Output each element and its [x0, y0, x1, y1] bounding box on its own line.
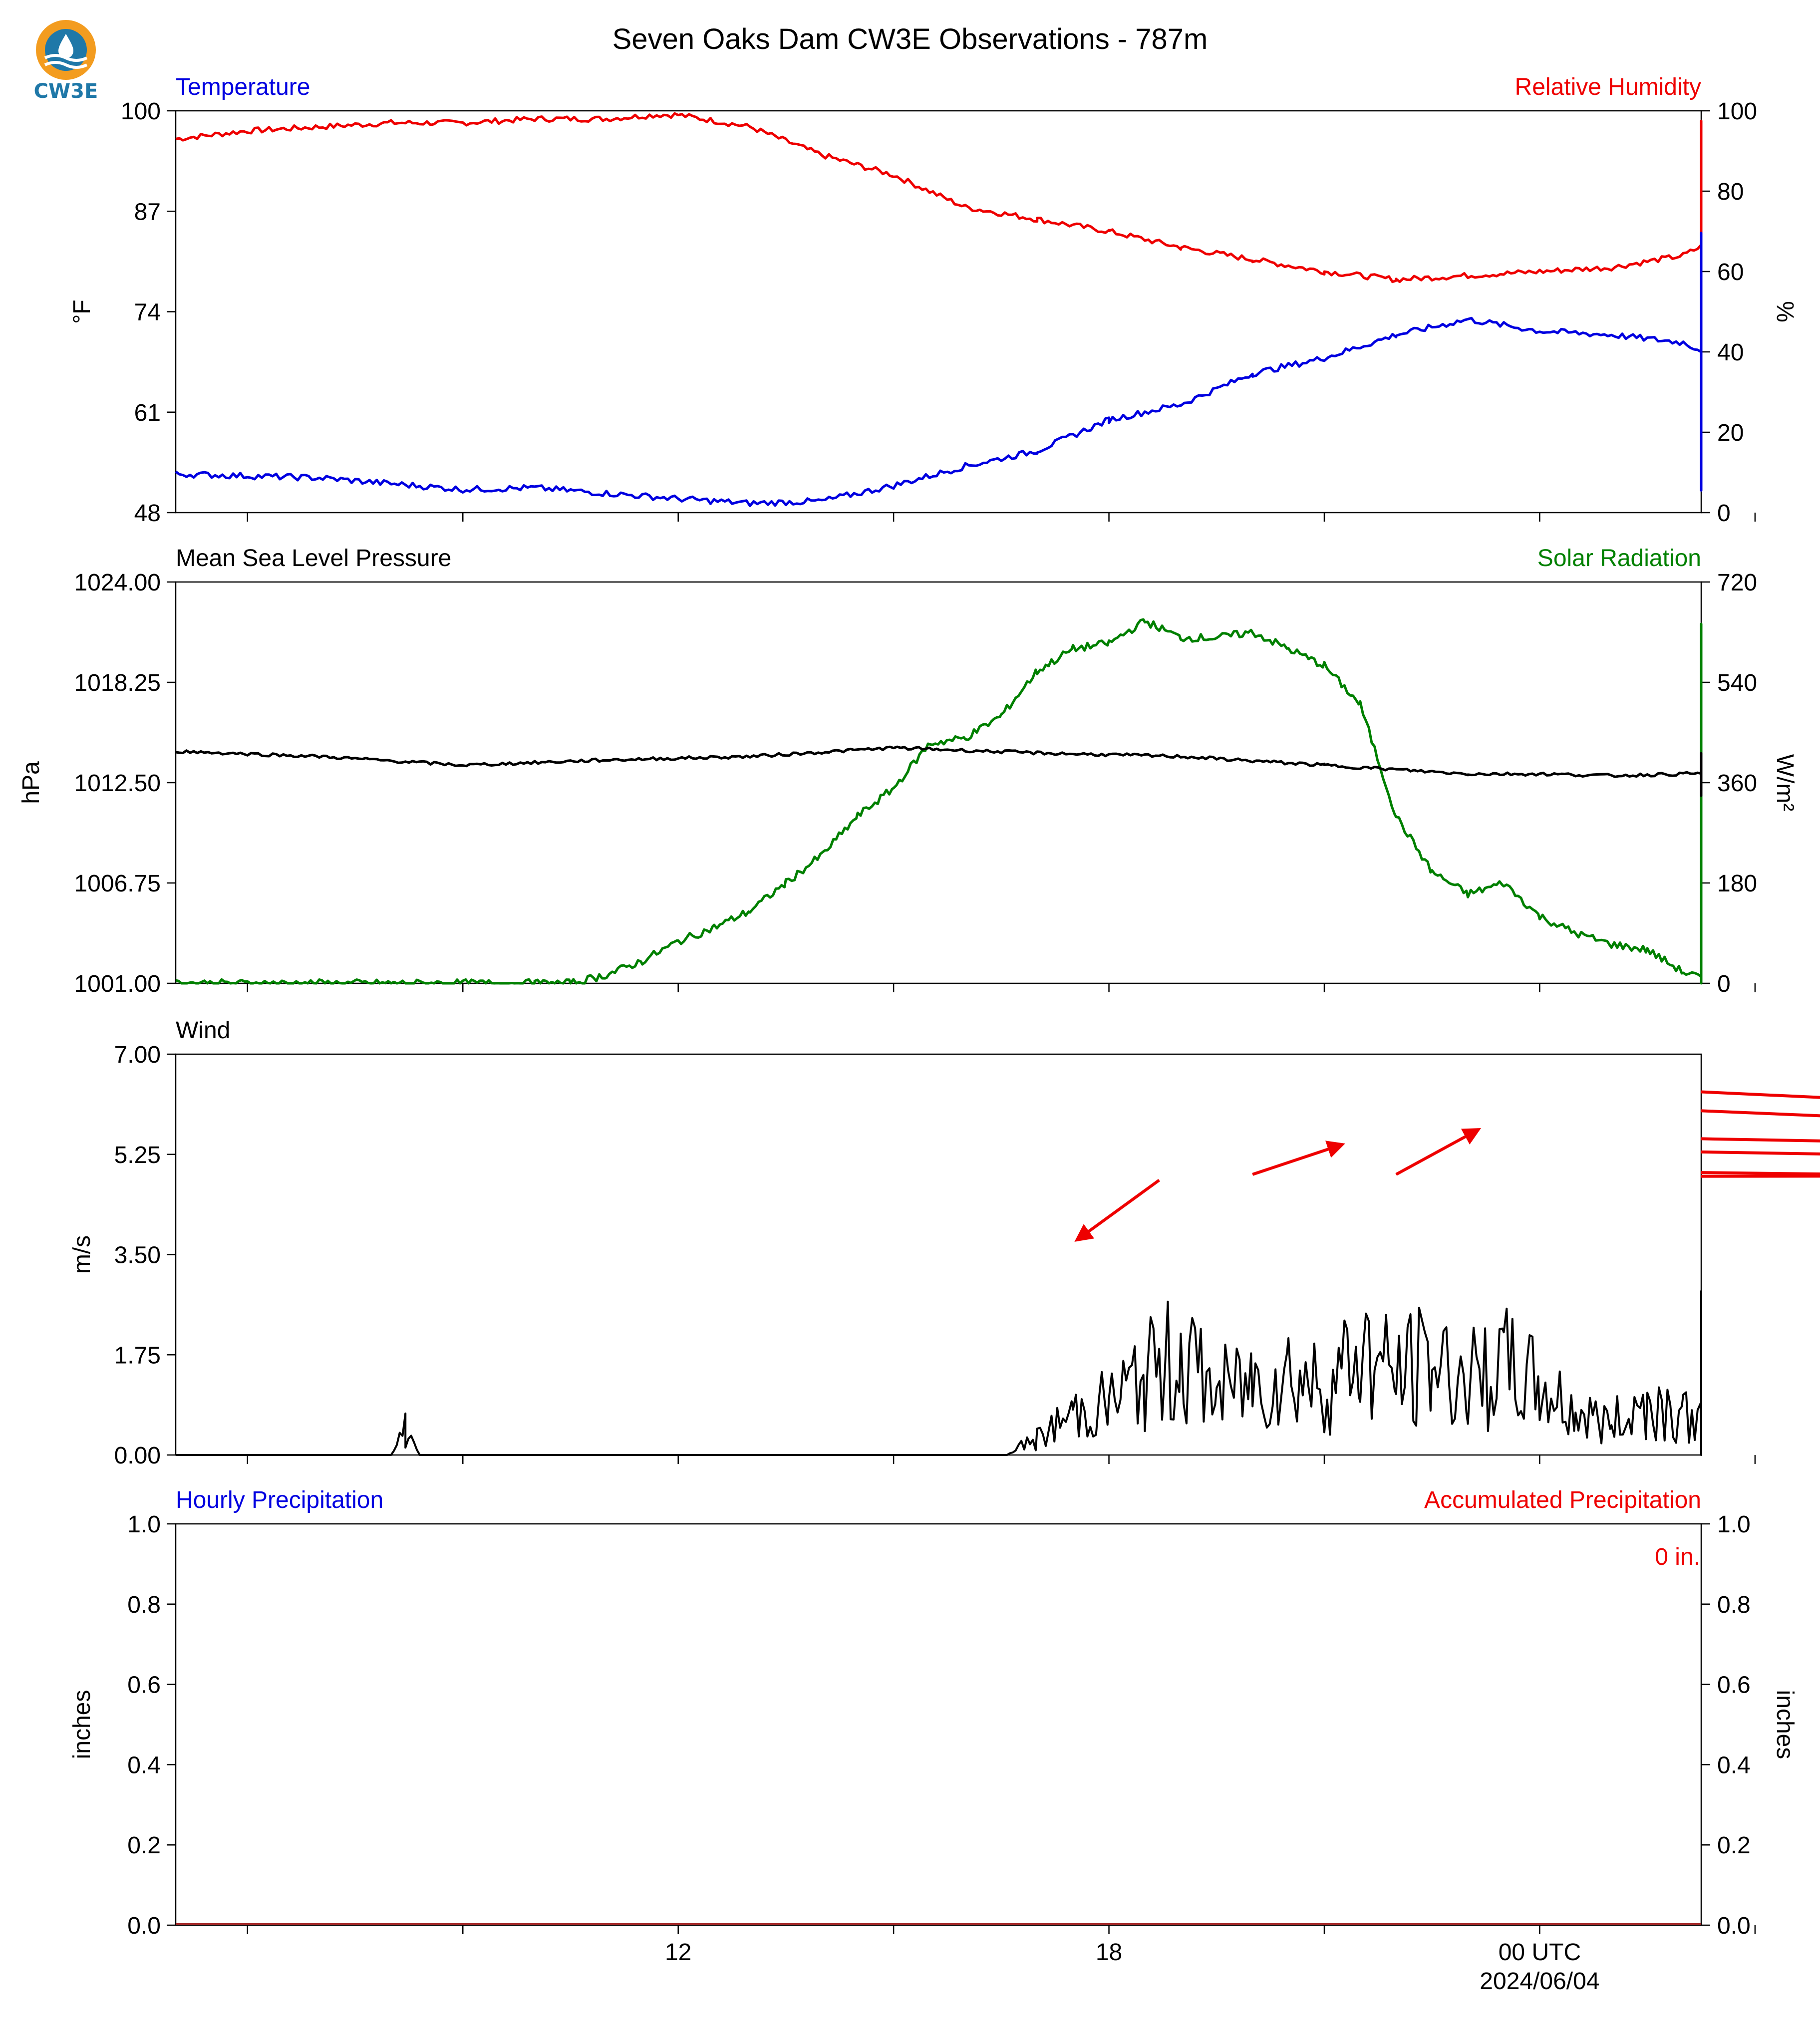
panel-frame [175, 1523, 1702, 1926]
panel-2: Mean Sea Level Pressure Solar Radiation 10… [18, 545, 1798, 997]
y-tick-label-left: 0.6 [127, 1672, 161, 1699]
y-tick-label-left: 0.8 [127, 1592, 161, 1618]
y-tick-label-right: 360 [1717, 770, 1757, 797]
y-tick-label-right: 180 [1717, 870, 1757, 897]
y-tick-label-right: 540 [1717, 670, 1757, 696]
y-tick-label-left: 0.2 [127, 1832, 161, 1859]
panel-1: Temperature Relative Humidity 48 61 74 87 100 0… [69, 74, 1798, 527]
y-axis-label-left: °F [69, 299, 95, 324]
y-axis-label-right: W/m² [1772, 754, 1798, 812]
y-tick-label-right: 720 [1717, 570, 1757, 596]
x-tick-label: 12 [665, 1939, 691, 1966]
panel-frame [175, 1053, 1702, 1456]
y-axis-label-left: hPa [18, 761, 44, 804]
wind-vector-arrow [1701, 1150, 1820, 1156]
y-axis-label-left: inches [69, 1690, 95, 1759]
wind-vector-arrow [1701, 1171, 1820, 1176]
y-tick-label-left: 74 [134, 299, 161, 326]
panels: Temperature Relative Humidity 48 61 74 87 100 0… [18, 74, 1820, 1939]
y-tick-label-right: 1.0 [1717, 1511, 1751, 1538]
y-tick-label-left: 100 [121, 98, 161, 125]
y-tick-label-left: 1.75 [114, 1342, 161, 1369]
y-tick-label-left: 1001.00 [74, 971, 161, 997]
y-tick-label-left: 61 [134, 400, 161, 426]
y-tick-label-right: 40 [1717, 339, 1744, 366]
cw3e-logo [26, 15, 106, 105]
y-tick-label-left: 5.25 [114, 1142, 161, 1168]
temperature-line [175, 232, 1703, 508]
wind-vector-arrow [1395, 1128, 1482, 1176]
y-tick-label-right: 0.0 [1717, 1913, 1751, 1939]
y-tick-label-right: 0.8 [1717, 1592, 1751, 1618]
panel-title-right: Solar Radiation [1537, 545, 1701, 572]
y-tick-label-right: 0.4 [1717, 1752, 1751, 1778]
panel-title-left: Temperature [176, 74, 310, 100]
y-tick-label-left: 1006.75 [74, 870, 161, 897]
panel-4: Hourly Precipitation Accumulated Precipit… [69, 1487, 1798, 1939]
panel-3: Wind 0.00 1.75 3.50 5.25 7.00 m/s [69, 1017, 1756, 1469]
relative-humidity-line [175, 112, 1703, 332]
logo-icon [36, 20, 96, 80]
y-tick-label-right: 0 [1717, 500, 1731, 527]
wind-speed-line [176, 1290, 1702, 1456]
y-tick-label-right: 80 [1717, 179, 1744, 205]
y-tick-label-left: 1018.25 [74, 670, 161, 696]
x-tick-date-label: 2024/06/04 [1480, 1968, 1599, 1995]
panel-title-left: Hourly Precipitation [176, 1487, 383, 1513]
y-tick-label-right: 0 [1717, 971, 1731, 997]
panel-frame [175, 110, 1702, 514]
panel-title-left: Mean Sea Level Pressure [176, 545, 451, 572]
x-tick-label: 18 [1096, 1939, 1122, 1966]
wind-vector-arrow [1252, 1141, 1345, 1176]
y-tick-label-right: 0.6 [1717, 1672, 1751, 1699]
y-tick-label-right: 60 [1717, 259, 1744, 286]
y-tick-label-left: 0.4 [127, 1752, 161, 1778]
y-axis-label-right: inches [1772, 1690, 1798, 1759]
y-tick-label-left: 1012.50 [74, 770, 161, 797]
y-tick-label-right: 20 [1717, 420, 1744, 446]
y-tick-label-left: 7.00 [114, 1042, 161, 1068]
y-tick-label-right: 100 [1717, 98, 1757, 125]
solar-radiation-line [175, 618, 1703, 985]
y-axis-label-left: m/s [69, 1235, 95, 1274]
wind-vector-arrow [1701, 1109, 1820, 1118]
y-tick-label-left: 0.00 [114, 1443, 161, 1469]
y-axis-label-right: % [1772, 301, 1798, 322]
panel-frame [175, 581, 1702, 984]
y-tick-label-left: 87 [134, 199, 161, 225]
y-tick-label-left: 0.0 [127, 1913, 161, 1939]
logo-text: CW3E [33, 80, 98, 103]
x-tick-label: 00 UTC [1499, 1939, 1581, 1966]
panel-title-right: Accumulated Precipitation [1424, 1487, 1701, 1513]
panel-title-right: Relative Humidity [1515, 74, 1701, 100]
chart-title: Seven Oaks Dam CW3E Observations - 787m [612, 23, 1208, 55]
accumulated-total-label: 0 in. [1655, 1544, 1700, 1570]
y-tick-label-left: 1024.00 [74, 570, 161, 596]
y-tick-label-left: 3.50 [114, 1242, 161, 1269]
y-tick-label-left: 48 [134, 500, 161, 527]
pressure-line [175, 745, 1703, 797]
y-tick-label-left: 1.0 [127, 1511, 161, 1538]
panel-title-left: Wind [176, 1017, 230, 1044]
y-tick-label-right: 0.2 [1717, 1832, 1751, 1859]
wind-vector-arrow [1074, 1178, 1160, 1242]
